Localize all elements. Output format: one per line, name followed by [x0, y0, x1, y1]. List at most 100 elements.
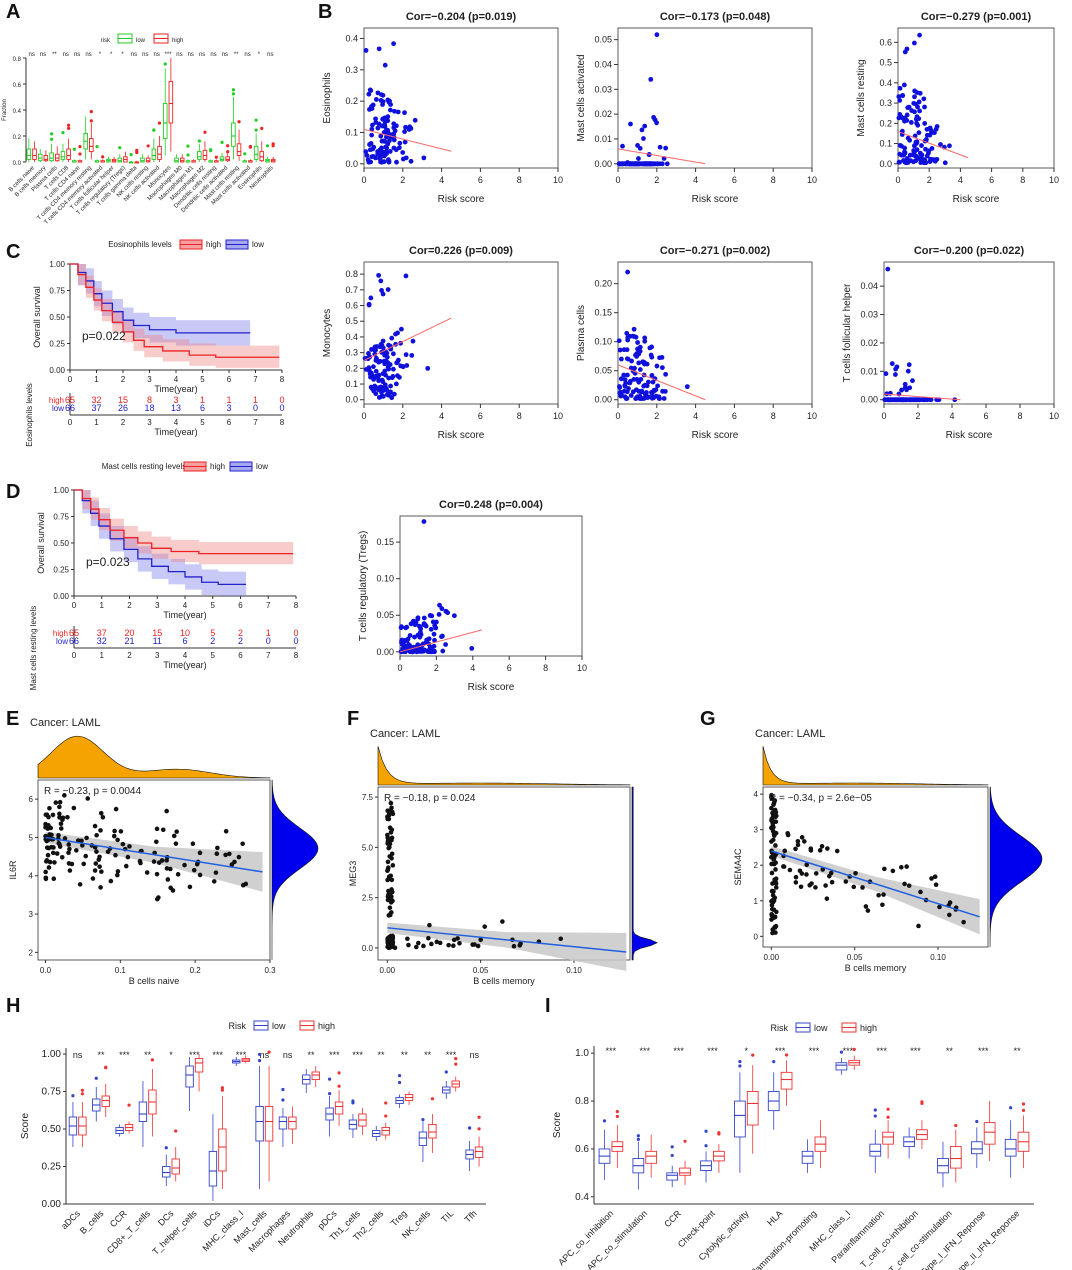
data-point	[928, 128, 934, 133]
outlier	[839, 1050, 844, 1054]
data-point	[773, 843, 778, 848]
outlier	[127, 1103, 131, 1107]
data-point	[883, 371, 889, 377]
x-tick-label: 2	[434, 663, 439, 673]
x-tick-label: 0.05	[847, 953, 863, 962]
data-point	[57, 842, 62, 847]
outlier	[975, 1119, 979, 1124]
outlier	[704, 1144, 708, 1148]
data-point	[911, 397, 917, 403]
data-point	[379, 288, 384, 293]
data-point	[819, 843, 825, 849]
data-point	[817, 848, 823, 853]
data-point	[909, 108, 915, 113]
data-point	[79, 838, 84, 844]
data-point	[385, 868, 390, 873]
survival-curve-high	[70, 263, 280, 358]
outlier	[220, 1088, 224, 1092]
data-point	[385, 859, 391, 865]
outlier	[254, 128, 258, 132]
y-density	[989, 786, 1043, 948]
data-point	[641, 136, 646, 141]
y-axis-label: Eosinophils	[322, 72, 333, 123]
data-point	[44, 812, 50, 818]
x-axis-label: Time(year)	[154, 384, 197, 394]
data-point	[627, 380, 633, 386]
y-axis-label: Plasma cells	[576, 305, 587, 361]
significance-label: ns	[222, 52, 228, 58]
data-point	[653, 393, 659, 399]
data-point	[451, 937, 457, 943]
data-point	[511, 943, 517, 949]
plot-frame	[363, 27, 559, 169]
risk-count-low: 6	[182, 636, 187, 646]
box	[185, 1065, 194, 1088]
box	[983, 1122, 996, 1145]
y-tick-label: 0.4	[13, 109, 22, 115]
risk-x-tick: 2	[127, 651, 132, 660]
y-tick-label: 6	[29, 795, 34, 804]
data-point	[635, 346, 640, 352]
data-point	[415, 616, 421, 622]
box	[253, 145, 259, 160]
outlier	[886, 1115, 890, 1119]
data-point	[164, 866, 170, 871]
data-point	[378, 133, 384, 139]
outlier	[186, 153, 190, 157]
category-label: APC_co_stimulation	[585, 1208, 649, 1270]
data-point	[653, 387, 659, 393]
risk-x-tick: 8	[294, 651, 299, 660]
panel-f: Cancer: LAML 0.00 0.05 0.10 0.0 2.5 5.0 7.5 B ce…	[348, 728, 658, 986]
outlier	[226, 144, 230, 148]
data-point	[240, 882, 246, 888]
data-point	[416, 623, 422, 629]
risk-count-low: 66	[69, 636, 79, 646]
outlier	[398, 1080, 402, 1085]
x-axis-label: Risk score	[946, 430, 993, 441]
data-point	[797, 868, 803, 874]
data-point	[173, 841, 179, 846]
data-point	[43, 875, 49, 881]
data-point	[769, 917, 774, 922]
data-point	[649, 373, 655, 378]
data-point	[67, 868, 73, 873]
risk-x-tick: 1	[100, 651, 105, 660]
data-point	[369, 347, 374, 352]
data-point	[947, 143, 952, 149]
data-point	[893, 372, 898, 377]
outlier	[203, 130, 207, 134]
data-point	[388, 937, 394, 942]
data-point	[43, 869, 48, 875]
legend-label: high	[206, 240, 221, 249]
y-axis-label: Overall survival	[32, 286, 42, 348]
outlier	[71, 1094, 75, 1098]
panel-b2: Cor=−0.173 (p=0.048) 0 2 4 6 8 10 0.00 0.01 0.02 0…	[576, 11, 817, 205]
risk-row-label: high	[49, 396, 64, 405]
y-tick-label: 0.4	[575, 1192, 589, 1203]
legend-label: high	[172, 38, 183, 44]
data-point	[437, 602, 442, 608]
data-point	[125, 854, 131, 860]
data-point	[386, 157, 391, 163]
data-point	[636, 156, 641, 161]
y-tick-label: 0.03	[594, 84, 612, 94]
y-tick-label: 0.0	[362, 944, 374, 953]
data-point	[375, 125, 381, 131]
data-point	[451, 613, 457, 619]
outlier	[174, 1129, 178, 1133]
x-tick-label: 0	[361, 411, 366, 421]
data-point	[900, 93, 906, 98]
data-point	[421, 943, 426, 949]
x-tick-label: 10	[1049, 411, 1059, 421]
data-point	[108, 878, 114, 884]
data-point	[190, 841, 196, 847]
significance-label: **	[144, 1050, 152, 1060]
outlier	[954, 1123, 958, 1128]
data-point	[58, 826, 64, 831]
outlier	[258, 1059, 262, 1063]
x-tick-label: 10	[807, 411, 817, 421]
data-point	[57, 811, 62, 817]
data-point	[630, 333, 636, 339]
outlier	[94, 1076, 98, 1080]
box	[174, 157, 179, 163]
